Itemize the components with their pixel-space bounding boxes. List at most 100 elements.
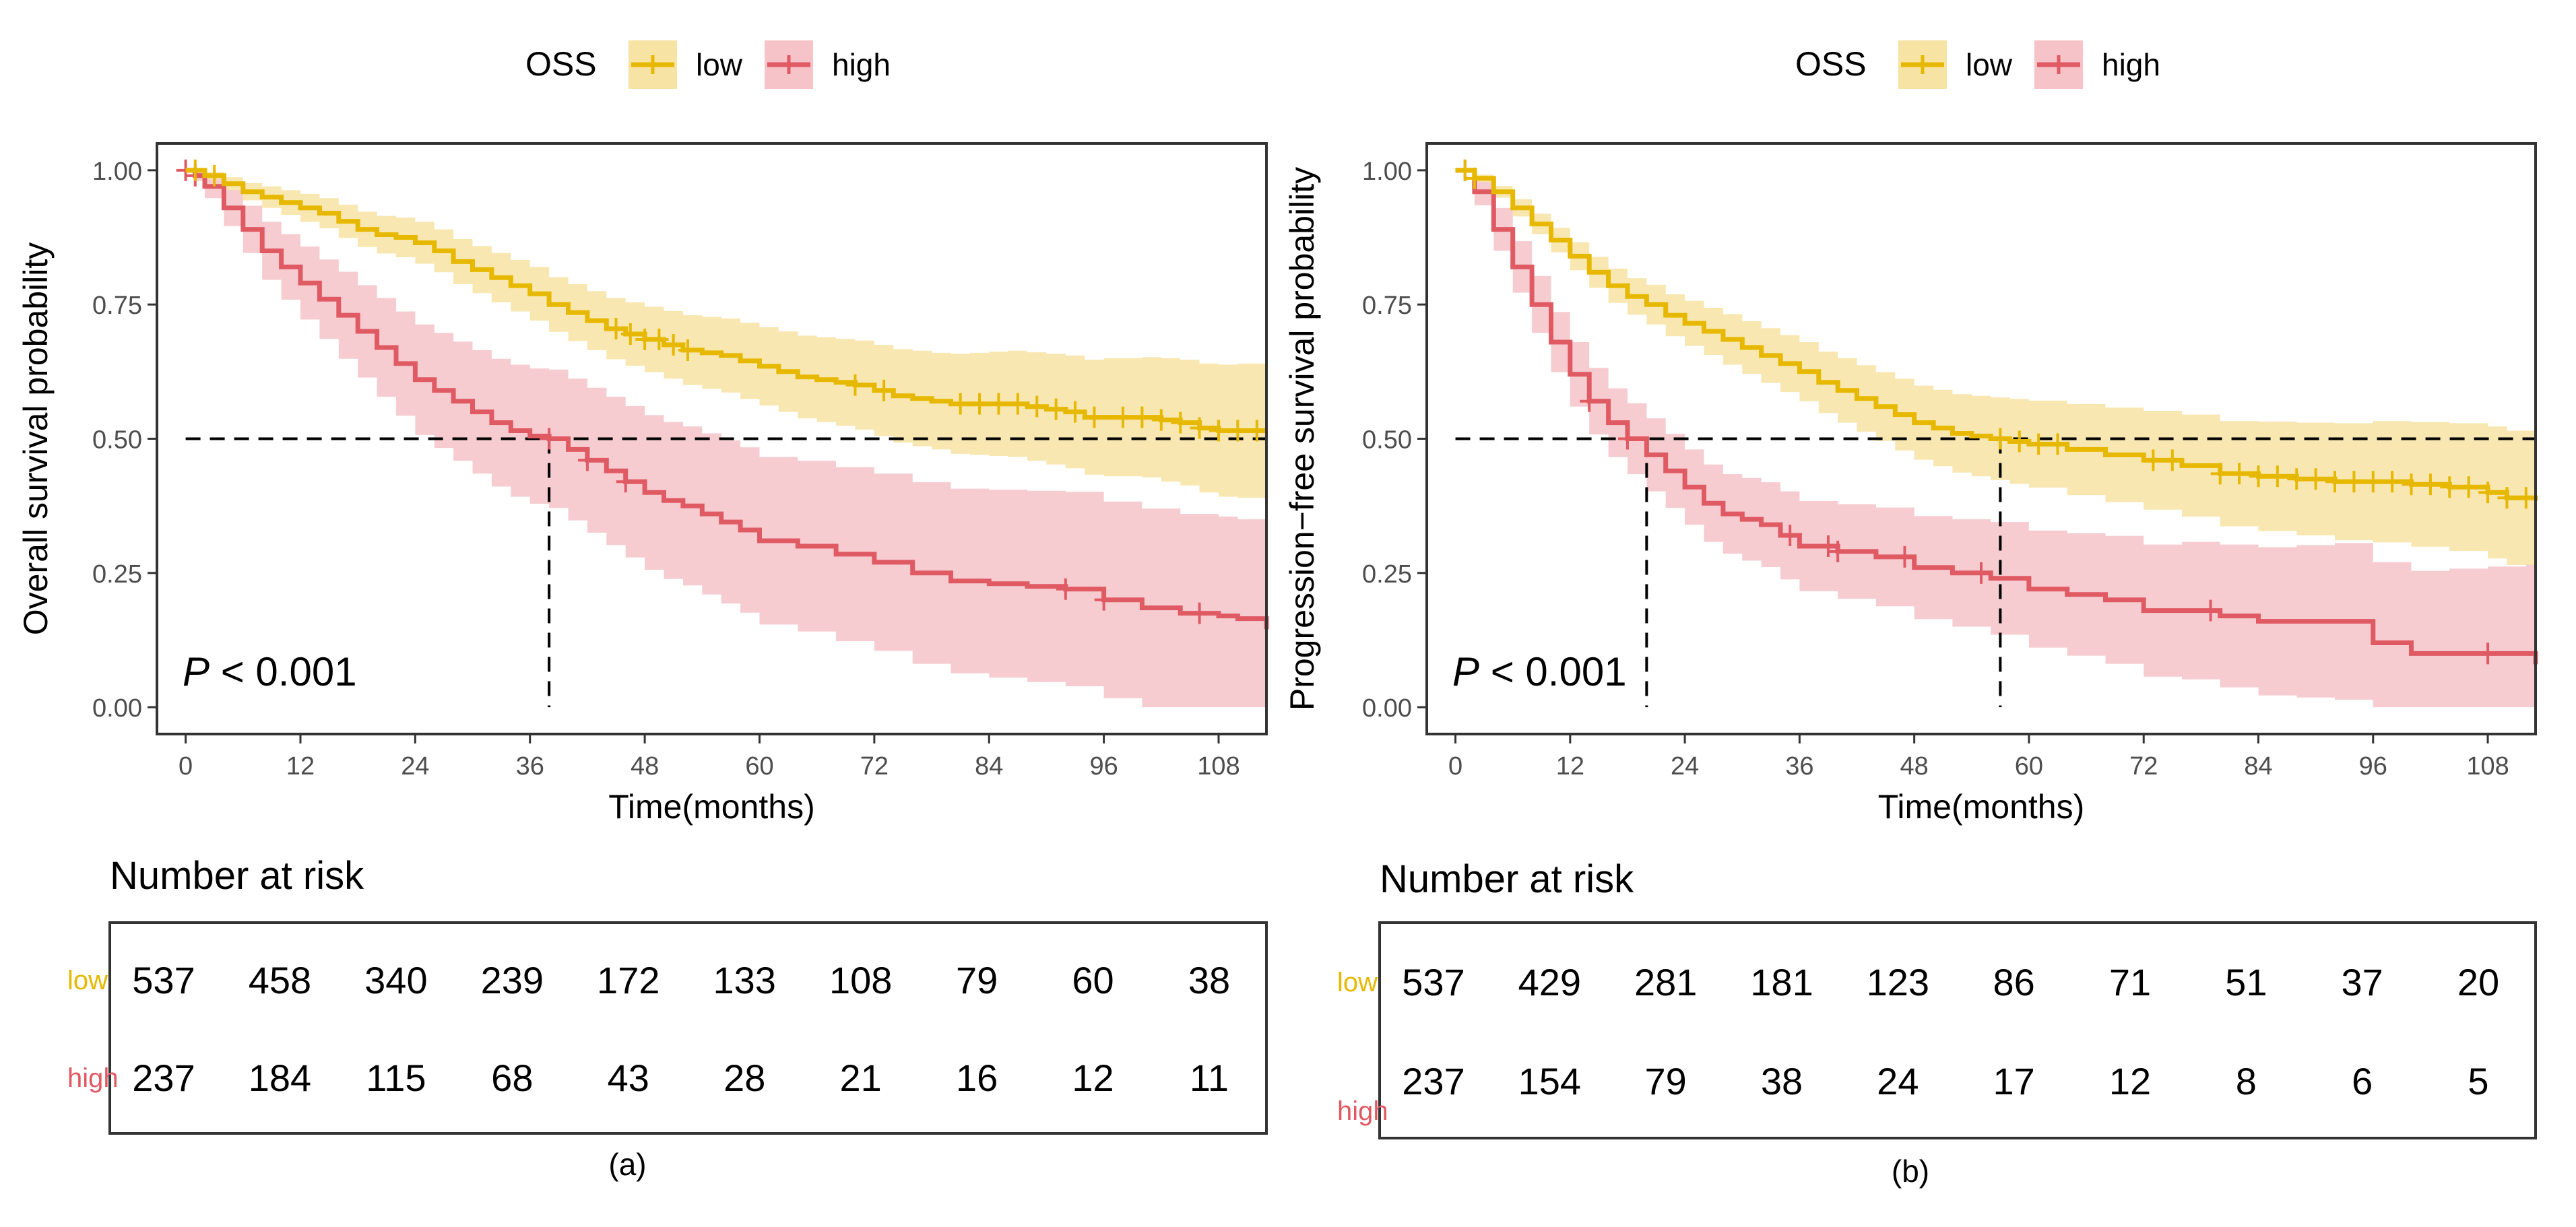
censor-mark-low [970,393,990,415]
ci-band-high [1455,170,2536,708]
ci-band-low [1455,170,2536,570]
censor-mark-low [2497,487,2517,509]
risk-cell-high: 12 [2109,1060,2151,1102]
censor-mark-high [1056,578,1075,600]
x-tick-label: 96 [2359,752,2387,781]
subplot-label: (b) [1892,1154,1929,1189]
censor-mark-low [1066,401,1085,423]
x-tick-label: 24 [401,752,429,781]
censor-mark-low [2344,471,2364,493]
censor-mark-low [2249,465,2268,488]
y-tick-label: 1.00 [1362,158,1412,186]
censor-mark-low [874,379,894,401]
legend: OSS low high [1795,40,2160,89]
censor-mark-high [577,449,597,471]
risk-table: Number at risk low high 537 237 458 184 340 115 2… [67,854,1268,1135]
p-value-annotation: P < 0.001 [183,649,357,694]
censor-mark-high [1895,545,1914,568]
censor-mark-low [1228,420,1248,442]
censor-mark-high [1818,535,1838,557]
censor-mark-low [2363,471,2383,493]
risk-cell-low: 181 [1750,961,1813,1003]
risk-table-title: Number at risk [110,854,364,898]
y-tick-label: 0.75 [1362,292,1412,320]
censor-mark-high [2201,599,2220,622]
risk-cell-low: 51 [2225,961,2267,1003]
p-value-annotation: P < 0.001 [1452,649,1627,694]
censor-mark-low [2267,465,2287,488]
y-axis-label: Progression−free survival probability [1283,167,1321,710]
x-tick-label: 108 [2466,752,2509,781]
risk-table-frame [1378,921,2537,1139]
x-tick-label: 0 [179,752,193,781]
censor-mark-low [1209,420,1229,442]
ci-band-high [185,170,1267,708]
censor-mark-low [1247,420,1266,442]
risk-cell-low: 20 [2457,961,2499,1003]
censor-mark-low [2516,487,2536,509]
censor-mark-low [2383,471,2402,493]
censor-mark-low [1027,395,1047,418]
censor-mark-low [664,333,683,356]
censor-mark-low [1171,411,1190,434]
censor-mark-low [1046,398,1066,420]
y-tick-label: 1.00 [92,158,142,186]
censor-mark-low [1132,406,1152,428]
censor-mark-low [2459,476,2478,498]
y-tick-label: 0.25 [1362,560,1412,589]
x-tick-label: 72 [860,752,889,781]
risk-row-label-low: low [1337,968,1378,997]
risk-cell-high: 6 [2352,1060,2373,1102]
censor-mark-high [2478,642,2498,665]
x-tick-label: 84 [975,752,1003,781]
censor-mark-low [1991,428,2010,450]
survival-line-high [185,168,1269,630]
x-tick-label: 12 [1556,752,1584,781]
y-tick-label: 0.75 [92,292,142,320]
censor-mark-low [2144,449,2163,471]
x-axis-label: Time(months) [608,788,815,826]
risk-cell-high: 237 [132,1057,195,1099]
censor-mark-low [2478,482,2498,504]
censor-mark-low [2230,463,2249,485]
censor-mark-low [2420,473,2440,496]
risk-cell-low: 79 [956,959,998,1001]
x-tick-label: 12 [286,752,315,781]
censor-mark-high [1972,562,1991,584]
risk-cell-low: 281 [1634,961,1697,1003]
risk-cell-high: 115 [366,1057,426,1099]
subplot-label: (a) [608,1147,646,1182]
censor-mark-high [1828,540,1848,562]
risk-cell-high: 12 [1072,1057,1114,1099]
risk-cell-low: 429 [1518,961,1581,1003]
p-value-text: < 0.001 [210,649,357,694]
censor-mark-low [2306,468,2325,490]
risk-cell-low: 108 [829,959,892,1001]
censor-mark-low [845,374,865,396]
risk-cell-low: 458 [249,959,311,1001]
censor-mark-low [620,323,640,345]
p-value-text: < 0.001 [1479,649,1627,694]
censor-mark-low [989,393,1008,415]
x-tick-label: 72 [2129,752,2158,781]
censor-mark-high [1780,525,1800,547]
censor-mark-high [1580,390,1599,412]
censor-mark-high [1094,589,1114,611]
legend-title: OSS [1795,45,1867,83]
censor-mark-high [1617,428,1637,450]
censor-mark-low [1464,167,1484,189]
censor-mark-low [606,318,626,340]
risk-table-title: Number at risk [1380,857,1634,901]
risk-cell-low: 537 [1402,961,1464,1003]
x-tick-label: 0 [1448,752,1462,781]
censor-mark-low [2009,430,2029,453]
censor-mark-low [185,159,205,181]
risk-cell-low: 172 [597,959,659,1001]
p-value-symbol: P [1452,649,1479,694]
x-tick-label: 48 [1900,752,1929,781]
legend-label-high: high [832,47,891,82]
censor-mark-low [2402,473,2421,496]
censor-mark-low [2162,449,2182,471]
risk-row-label-high: high [1337,1096,1388,1126]
